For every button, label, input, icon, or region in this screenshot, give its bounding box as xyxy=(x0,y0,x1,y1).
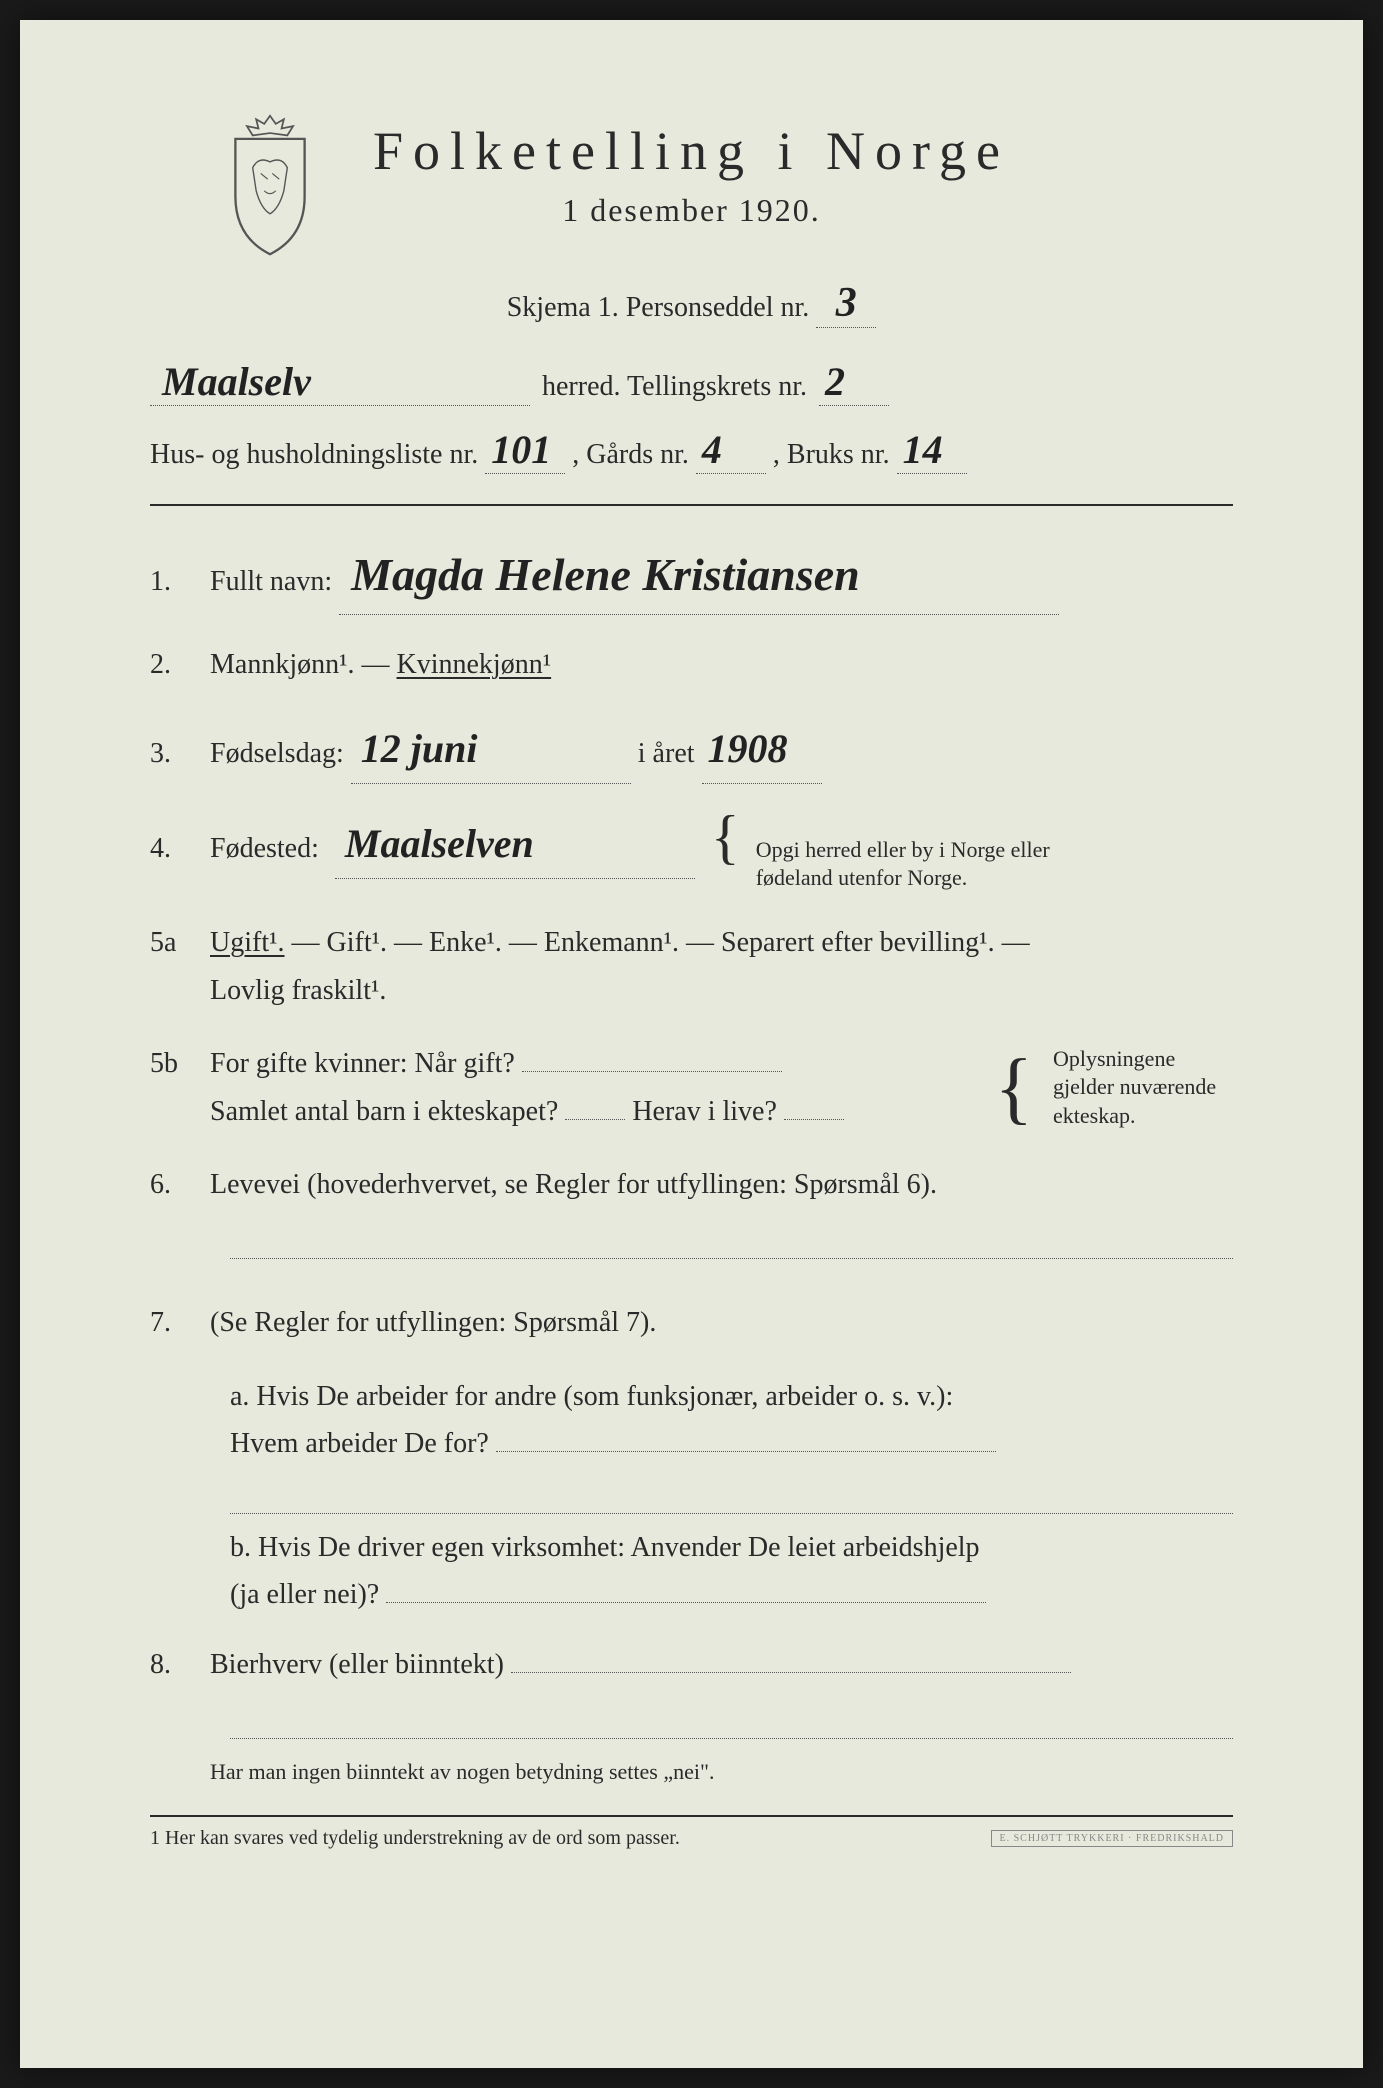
liste-nr: 101 xyxy=(485,426,565,474)
q7b-label2: (ja eller nei)? xyxy=(230,1579,379,1610)
q7a-label: a. Hvis De arbeider for andre (som funks… xyxy=(230,1381,953,1412)
q8-row: 8. Bierhverv (eller biinntekt) xyxy=(150,1641,1233,1689)
skjema-label: Skjema 1. Personseddel nr. xyxy=(507,292,810,323)
q7-num: 7. xyxy=(150,1299,210,1347)
q8-blank-line xyxy=(230,1715,1233,1739)
footer-note: Har man ingen biinntekt av nogen betydni… xyxy=(210,1759,1233,1785)
q6-row: 6. Levevei (hovederhvervet, se Regler fo… xyxy=(150,1161,1233,1209)
q5b-note: Oplysningene gjelder nuværende ekteskap. xyxy=(1053,1045,1233,1131)
herred-name: Maalselv xyxy=(150,358,530,406)
q1-label: Fullt navn: xyxy=(210,566,332,597)
q4-note: Opgi herred eller by i Norge eller fødel… xyxy=(756,836,1076,893)
q4-num: 4. xyxy=(150,825,210,873)
q7-label: (Se Regler for utfyllingen: Spørsmål 7). xyxy=(210,1307,656,1338)
q7a-blank-line xyxy=(230,1490,1233,1514)
personseddel-nr-value: 3 xyxy=(816,279,876,328)
q4-row: 4. Fødested: Maalselven { Opgi herred el… xyxy=(150,810,1233,893)
q3-day: 12 juni xyxy=(351,715,631,784)
q5b-field-a xyxy=(522,1071,782,1072)
q2-row: 2. Mannkjønn¹. — Kvinnekjønn¹ xyxy=(150,641,1233,689)
bottom-rule: 1 Her kan svares ved tydelig understrekn… xyxy=(150,1815,1233,1850)
q2-selected: Kvinnekjønn¹ xyxy=(397,649,552,680)
printer-stamp: E. SCHJØTT TRYKKERI · FREDRIKSHALD xyxy=(991,1830,1233,1847)
q6-blank-line xyxy=(230,1235,1233,1259)
q1-num: 1. xyxy=(150,558,210,606)
q1-row: 1. Fullt navn: Magda Helene Kristiansen xyxy=(150,536,1233,615)
q5b-field-b xyxy=(565,1119,625,1120)
form-header: Folketelling i Norge 1 desember 1920. xyxy=(150,120,1233,229)
q7a-field xyxy=(496,1451,996,1452)
hus-line: Hus- og husholdningsliste nr. 101 , Gård… xyxy=(150,426,1233,506)
q7a-label2: Hvem arbeider De for? xyxy=(230,1428,489,1459)
q5b-num: 5b xyxy=(150,1040,210,1088)
q3-row: 3. Fødselsdag: 12 juni i året 1908 xyxy=(150,715,1233,784)
q3-label-a: Fødselsdag: xyxy=(210,738,344,769)
q5b-label-c: Herav i live? xyxy=(632,1096,777,1127)
q7b-label: b. Hvis De driver egen virksomhet: Anven… xyxy=(230,1532,980,1563)
skjema-line: Skjema 1. Personseddel nr. 3 xyxy=(150,279,1233,328)
q5a-rest: — Gift¹. — Enke¹. — Enkemann¹. — Separer… xyxy=(292,927,1030,958)
census-form-page: Folketelling i Norge 1 desember 1920. Sk… xyxy=(20,20,1363,2068)
q7b-field xyxy=(386,1602,986,1603)
herred-label: herred. Tellingskrets nr. xyxy=(542,371,807,403)
herred-line: Maalselv herred. Tellingskrets nr. 2 xyxy=(150,358,1233,406)
hus-label-a: Hus- og husholdningsliste nr. xyxy=(150,439,478,470)
hus-label-b: , Gårds nr. xyxy=(572,439,689,470)
q5a-line2: Lovlig fraskilt¹. xyxy=(210,975,386,1006)
q3-year: 1908 xyxy=(702,715,822,784)
footnote-text: 1 Her kan svares ved tydelig understrekn… xyxy=(150,1827,680,1850)
coat-of-arms-icon xyxy=(210,110,330,260)
q4-value: Maalselven xyxy=(335,810,695,879)
gards-nr: 4 xyxy=(696,426,766,474)
q8-field xyxy=(511,1672,1071,1673)
bruks-nr: 14 xyxy=(897,426,967,474)
krets-nr: 2 xyxy=(819,358,889,406)
q8-num: 8. xyxy=(150,1641,210,1689)
q2-label-a: Mannkjønn¹. — xyxy=(210,649,390,680)
q7b: b. Hvis De driver egen virksomhet: Anven… xyxy=(230,1524,1233,1619)
q5b-label-b: Samlet antal barn i ekteskapet? xyxy=(210,1096,558,1127)
q8-label: Bierhverv (eller biinntekt) xyxy=(210,1649,504,1680)
brace-icon: { xyxy=(711,813,740,861)
q6-label: Levevei (hovederhvervet, se Regler for u… xyxy=(210,1169,937,1200)
q3-num: 3. xyxy=(150,730,210,778)
q5a-selected: Ugift¹. xyxy=(210,927,285,958)
q2-num: 2. xyxy=(150,641,210,689)
hus-label-c: , Bruks nr. xyxy=(773,439,890,470)
q5a-num: 5a xyxy=(150,919,210,967)
brace-icon-2: { xyxy=(995,1056,1033,1120)
q6-num: 6. xyxy=(150,1161,210,1209)
q5b-row: 5b For gifte kvinner: Når gift? Samlet a… xyxy=(150,1040,1233,1135)
q1-value: Magda Helene Kristiansen xyxy=(339,536,1059,615)
q7a: a. Hvis De arbeider for andre (som funks… xyxy=(230,1373,1233,1468)
q7-row: 7. (Se Regler for utfyllingen: Spørsmål … xyxy=(150,1299,1233,1347)
q3-label-b: i året xyxy=(638,738,695,769)
q4-label: Fødested: xyxy=(210,825,319,873)
q5a-row: 5a Ugift¹. — Gift¹. — Enke¹. — Enkemann¹… xyxy=(150,919,1233,1014)
q5b-field-c xyxy=(784,1119,844,1120)
q5b-label-a: For gifte kvinner: Når gift? xyxy=(210,1048,515,1079)
